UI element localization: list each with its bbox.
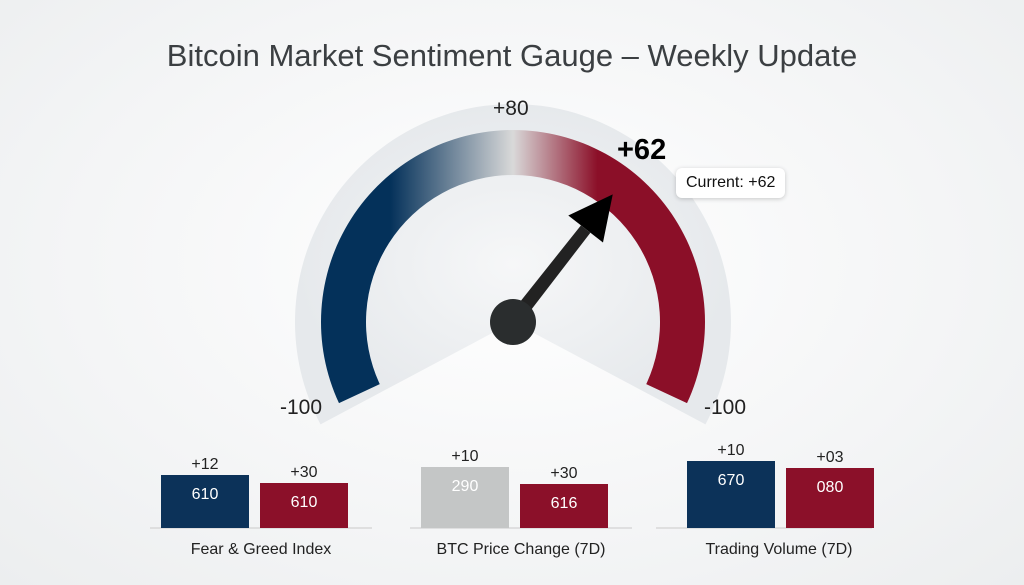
bar bbox=[520, 484, 608, 528]
bar-top-label: +10 bbox=[451, 448, 478, 465]
bar-group-label: BTC Price Change (7D) bbox=[437, 541, 606, 558]
bar-inner-label: 080 bbox=[817, 479, 844, 496]
bar-inner-label: 610 bbox=[291, 494, 318, 511]
gauge-needle bbox=[507, 225, 591, 327]
bar-top-label: +03 bbox=[816, 449, 843, 466]
gauge-needle-arrowhead bbox=[568, 194, 613, 243]
bar-inner-label: 616 bbox=[551, 495, 578, 512]
bar-group: +10 290 +30 616 BTC Price Change (7D) bbox=[410, 448, 632, 558]
bar-inner-label: 670 bbox=[718, 472, 745, 489]
gauge-tick-left: -100 bbox=[280, 396, 322, 419]
bar-groups: +12 610 +30 610 Fear & Greed Index +10 290 +30 6… bbox=[150, 442, 874, 558]
bar-top-label: +30 bbox=[550, 465, 577, 482]
gauge-tick-top: +80 bbox=[493, 97, 529, 120]
gauge: -100 +80 -100 +62 bbox=[280, 97, 746, 425]
bar-inner-label: 610 bbox=[192, 486, 219, 503]
bar-inner-label: 290 bbox=[452, 478, 479, 495]
bar-group-label: Trading Volume (7D) bbox=[705, 541, 852, 558]
bar bbox=[421, 467, 509, 528]
current-value-tooltip: Current: +62 bbox=[676, 168, 786, 198]
bar bbox=[786, 468, 874, 528]
bar bbox=[161, 475, 249, 528]
gauge-needle-hub bbox=[490, 299, 536, 345]
bar-group-label: Fear & Greed Index bbox=[191, 541, 332, 558]
bar-group: +12 610 +30 610 Fear & Greed Index bbox=[150, 456, 372, 558]
chart-title: Bitcoin Market Sentiment Gauge – Weekly … bbox=[166, 38, 858, 73]
bar-top-label: +30 bbox=[290, 464, 317, 481]
bar-group: +10 670 +03 080 Trading Volume (7D) bbox=[656, 442, 874, 558]
bar-top-label: +12 bbox=[191, 456, 218, 473]
gauge-value-label: +62 bbox=[617, 134, 666, 166]
gauge-tick-right: -100 bbox=[704, 396, 746, 419]
bar-top-label: +10 bbox=[717, 442, 744, 459]
bar bbox=[687, 461, 775, 528]
bar bbox=[260, 483, 348, 528]
